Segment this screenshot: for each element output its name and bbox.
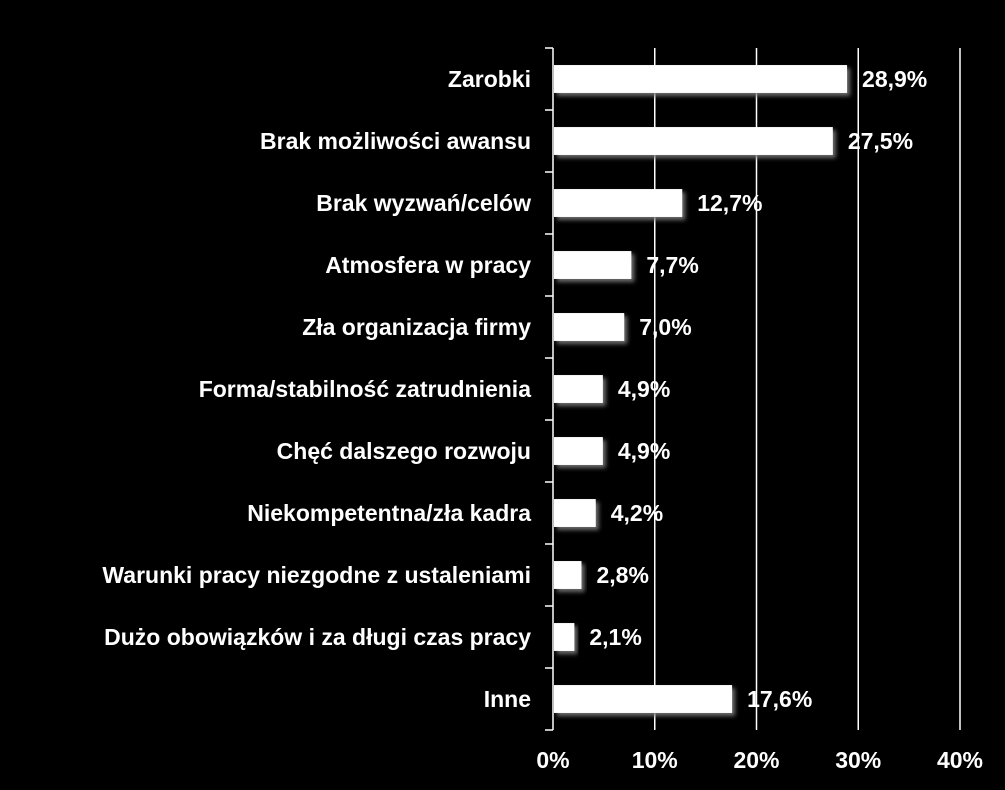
category-label: Brak możliwości awansu: [260, 128, 531, 154]
bar: [554, 561, 582, 589]
category-label: Forma/stabilność zatrudnienia: [199, 376, 531, 402]
category-label: Dużo obowiązków i za długi czas pracy: [104, 624, 531, 650]
x-tick-label: 0%: [536, 747, 569, 773]
data-label: 12,7%: [697, 190, 762, 216]
bar: [554, 685, 733, 713]
data-label: 7,0%: [639, 314, 691, 340]
bar: [554, 65, 848, 93]
category-label: Niekompetentna/zła kadra: [247, 500, 531, 526]
data-label: 4,9%: [618, 438, 670, 464]
category-label: Atmosfera w pracy: [325, 252, 531, 278]
data-label: 4,2%: [611, 500, 663, 526]
bar: [554, 437, 603, 465]
data-label: 4,9%: [618, 376, 670, 402]
data-label: 28,9%: [862, 66, 927, 92]
gridlines: [654, 48, 961, 730]
labels: 0% 10% 20% 30% 40% Zarobki 28,9% Brak możliwośc…: [102, 66, 983, 773]
x-tick-label: 10%: [632, 747, 678, 773]
bar: [554, 623, 575, 651]
bar: [554, 189, 683, 217]
bar: [554, 499, 596, 527]
data-label: 7,7%: [646, 252, 698, 278]
y-axis: [545, 47, 554, 731]
bar: [554, 251, 632, 279]
x-tick-label: 40%: [937, 747, 983, 773]
category-label: Warunki pracy niezgodne z ustaleniami: [102, 562, 531, 588]
data-label: 2,1%: [589, 624, 641, 650]
data-label: 27,5%: [848, 128, 913, 154]
category-label: Chęć dalszego rozwoju: [277, 438, 531, 464]
bars: [554, 65, 848, 713]
data-label: 2,8%: [596, 562, 648, 588]
category-label: Inne: [484, 686, 531, 712]
x-tick-label: 30%: [835, 747, 881, 773]
bar: [554, 375, 603, 403]
category-label: Zarobki: [448, 66, 531, 92]
data-label: 17,6%: [747, 686, 812, 712]
x-tick-label: 20%: [733, 747, 779, 773]
bar: [554, 313, 625, 341]
category-label: Zła organizacja firmy: [302, 314, 531, 340]
bar: [554, 127, 833, 155]
category-label: Brak wyzwań/celów: [316, 190, 531, 216]
